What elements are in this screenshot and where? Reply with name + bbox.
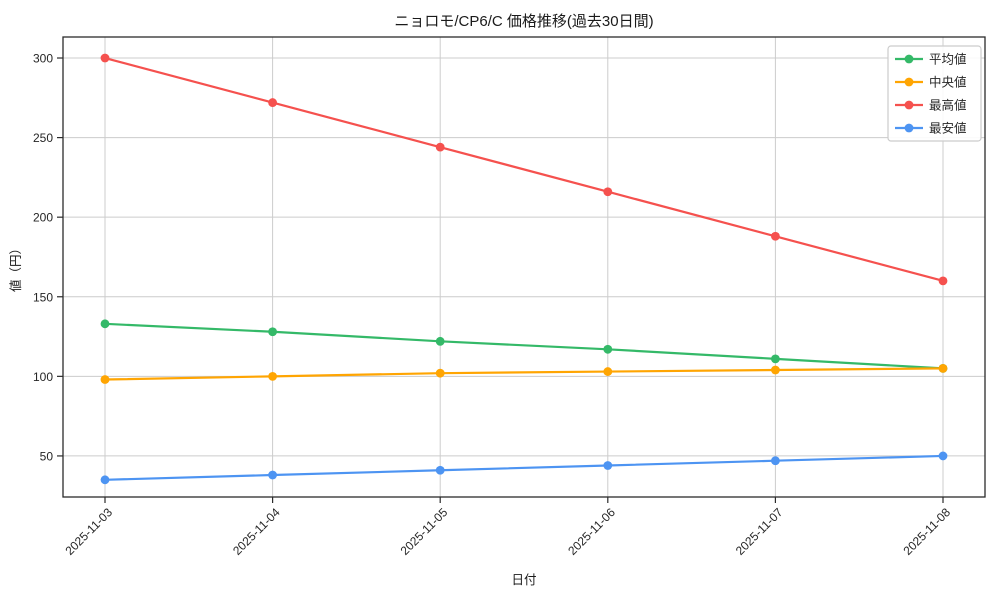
data-point-avg-2025-11-07 xyxy=(771,354,780,364)
y-tick-label: 150 xyxy=(33,290,53,304)
x-tick-label: 2025-11-05 xyxy=(398,505,451,558)
data-point-min-2025-11-03 xyxy=(100,475,110,485)
data-point-median-2025-11-06 xyxy=(603,367,613,376)
data-point-max-2025-11-07 xyxy=(771,231,780,241)
y-tick-label: 300 xyxy=(33,52,53,66)
series-line-avg xyxy=(103,322,945,370)
series-line-median xyxy=(103,367,945,381)
series-line-max xyxy=(103,56,945,282)
data-point-min-2025-11-05 xyxy=(435,465,445,475)
x-tick-label: 2025-11-07 xyxy=(733,505,786,558)
y-tick-label: 200 xyxy=(33,211,53,225)
data-point-avg-2025-11-06 xyxy=(603,344,613,354)
data-point-max-2025-11-08 xyxy=(938,276,948,286)
axes-border xyxy=(62,36,986,498)
data-point-avg-2025-11-05 xyxy=(435,336,445,346)
data-point-max-2025-11-05 xyxy=(435,142,445,152)
data-point-median-2025-11-07 xyxy=(771,365,780,375)
data-point-median-2025-11-03 xyxy=(100,375,110,384)
series-line-min xyxy=(103,454,945,481)
data-point-max-2025-11-03 xyxy=(100,53,110,63)
data-point-max-2025-11-04 xyxy=(268,98,277,107)
data-point-median-2025-11-05 xyxy=(435,368,445,378)
x-axis-label: 日付 xyxy=(511,573,536,587)
x-tick-label: 2025-11-04 xyxy=(230,505,283,558)
series-max xyxy=(100,53,948,286)
legend-item-max: 最高値 xyxy=(895,98,967,113)
data-point-min-2025-11-08 xyxy=(938,451,948,461)
legend-marker xyxy=(904,100,914,110)
x-tick-label: 2025-11-06 xyxy=(565,505,618,558)
series-min xyxy=(100,451,948,485)
chart-title: ニョロモ/CP6/C 価格推移(過去30日間) xyxy=(394,13,653,30)
y-axis-label: 値（円） xyxy=(8,242,23,292)
data-point-avg-2025-11-04 xyxy=(268,327,277,337)
x-tick-label: 2025-11-03 xyxy=(62,505,115,558)
legend-marker xyxy=(904,123,914,133)
legend-item-min: 最安値 xyxy=(895,121,967,136)
y-tick-label: 100 xyxy=(33,370,53,384)
legend-item-avg: 平均値 xyxy=(895,52,967,67)
legend-label: 最高値 xyxy=(929,98,967,113)
legend-marker xyxy=(904,54,914,64)
legend-label: 最安値 xyxy=(929,121,967,136)
legend-box xyxy=(887,45,982,142)
y-tick-label: 50 xyxy=(40,449,54,463)
data-point-min-2025-11-07 xyxy=(771,456,780,466)
data-point-median-2025-11-08 xyxy=(938,363,948,373)
data-point-min-2025-11-04 xyxy=(268,470,277,480)
legend-item-median: 中央値 xyxy=(895,75,967,90)
plot-root: 50 100 150 200 250 300 2025-11-03 2025-11-04 202… xyxy=(33,36,986,558)
legend-marker xyxy=(904,77,914,87)
plot-area xyxy=(63,37,985,497)
data-point-avg-2025-11-03 xyxy=(100,319,110,329)
data-point-median-2025-11-04 xyxy=(268,371,277,381)
x-tick-label: 2025-11-08 xyxy=(900,505,953,558)
data-point-max-2025-11-06 xyxy=(603,187,613,197)
y-tick-label: 250 xyxy=(33,131,53,145)
legend-label: 中央値 xyxy=(929,75,967,90)
legend-label: 平均値 xyxy=(929,52,967,67)
series-median xyxy=(100,363,948,384)
data-point-min-2025-11-06 xyxy=(603,461,613,470)
